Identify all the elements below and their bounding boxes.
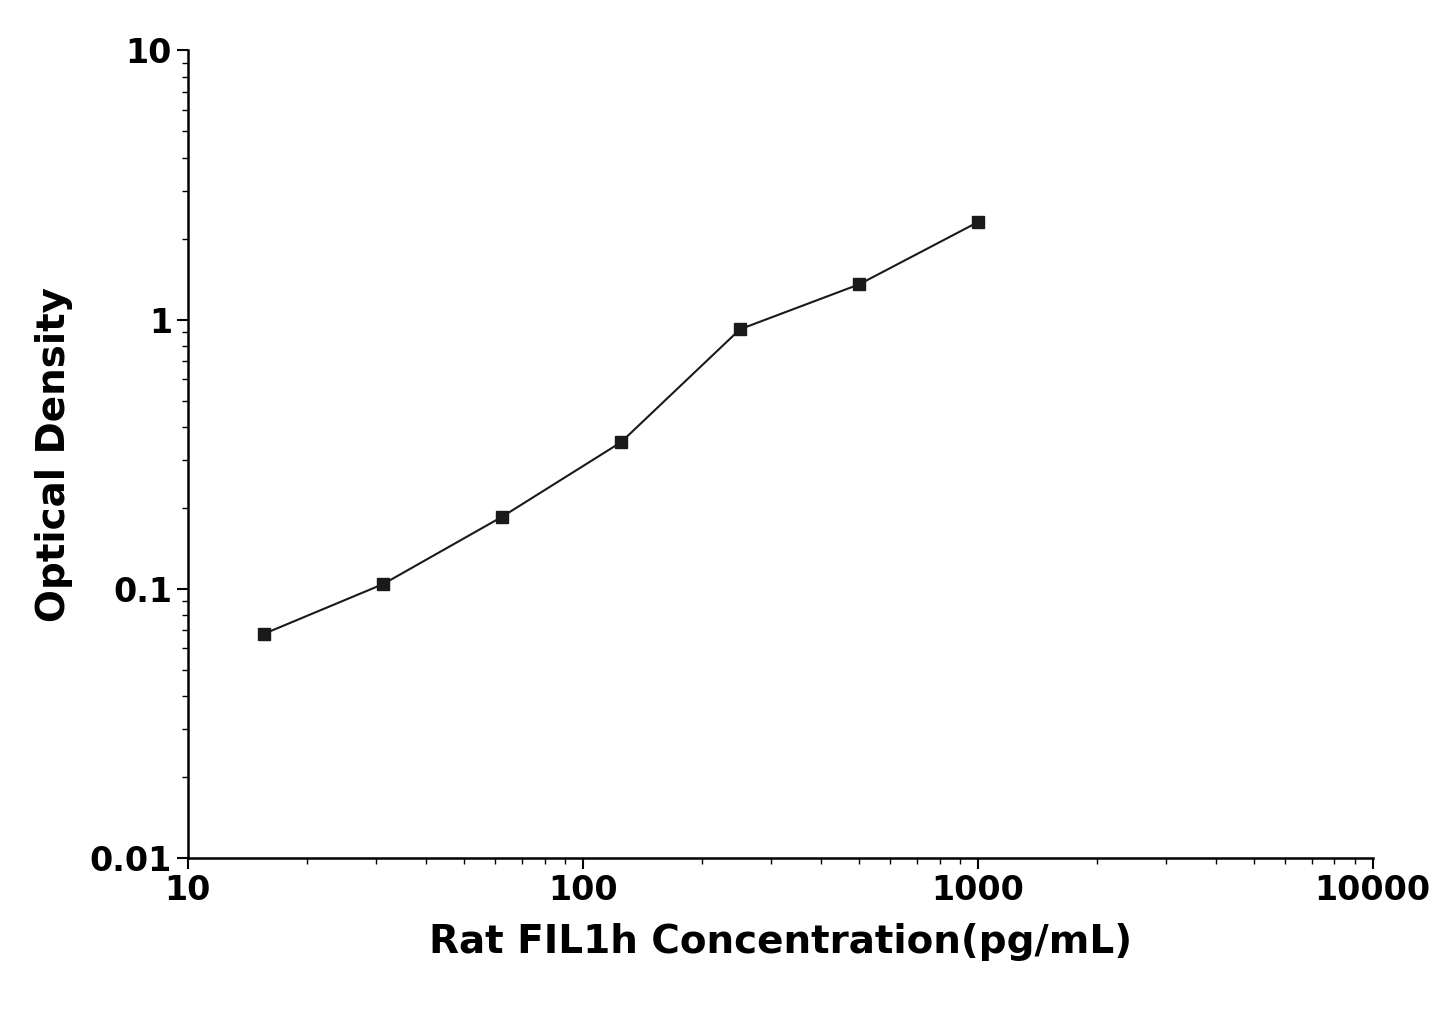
- Y-axis label: Optical Density: Optical Density: [35, 287, 72, 622]
- X-axis label: Rat FIL1h Concentration(pg/mL): Rat FIL1h Concentration(pg/mL): [429, 923, 1131, 962]
